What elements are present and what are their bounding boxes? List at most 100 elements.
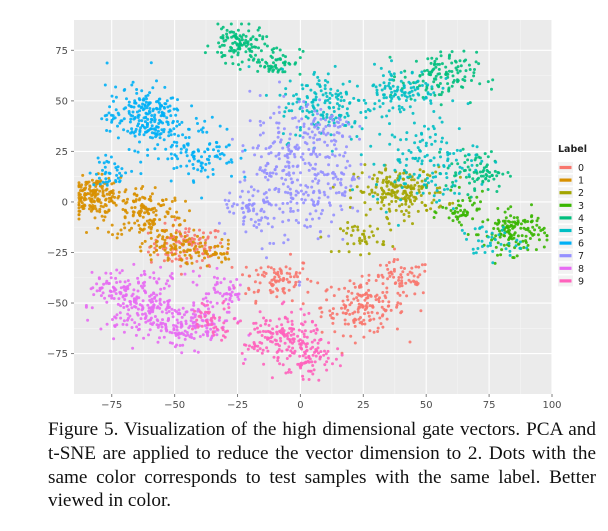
point-label-5 — [328, 106, 332, 110]
point-label-4 — [434, 74, 438, 78]
point-label-1 — [149, 236, 153, 240]
point-label-8 — [168, 274, 172, 278]
point-label-2 — [412, 178, 416, 182]
point-label-4 — [247, 58, 251, 62]
point-label-1 — [110, 182, 114, 186]
point-label-7 — [341, 123, 345, 126]
point-label-9 — [287, 368, 291, 372]
point-label-7 — [260, 216, 264, 220]
point-label-4 — [463, 161, 467, 164]
point-label-7 — [356, 209, 360, 213]
point-label-7 — [306, 193, 310, 197]
point-label-4 — [236, 28, 240, 32]
point-label-6 — [103, 83, 107, 87]
point-label-7 — [313, 167, 317, 171]
point-label-4 — [473, 180, 477, 183]
point-label-4 — [265, 44, 269, 48]
point-label-1 — [94, 181, 98, 185]
point-label-8 — [143, 273, 147, 276]
point-label-6 — [114, 179, 118, 182]
point-label-7 — [291, 164, 295, 168]
point-label-1 — [138, 209, 142, 213]
point-label-6 — [102, 161, 106, 165]
point-label-6 — [225, 127, 229, 131]
point-label-0 — [209, 231, 213, 235]
point-label-5 — [494, 160, 498, 164]
point-label-8 — [128, 282, 132, 286]
point-label-9 — [311, 372, 315, 376]
point-label-3 — [498, 235, 502, 239]
point-label-7 — [252, 202, 256, 206]
point-label-5 — [441, 192, 445, 196]
point-label-7 — [321, 130, 325, 133]
point-label-5 — [441, 86, 445, 90]
point-label-0 — [367, 278, 371, 282]
point-label-5 — [451, 99, 455, 103]
point-label-8 — [130, 306, 134, 310]
point-label-4 — [439, 75, 443, 79]
point-label-6 — [230, 174, 233, 178]
point-label-3 — [472, 201, 476, 205]
point-label-0 — [289, 252, 292, 256]
point-label-8 — [150, 305, 154, 309]
point-label-4 — [477, 62, 481, 66]
point-label-6 — [184, 136, 188, 140]
point-label-4 — [279, 58, 282, 61]
point-label-5 — [475, 145, 479, 149]
point-label-4 — [259, 49, 263, 53]
point-label-9 — [275, 330, 279, 334]
point-label-1 — [171, 223, 175, 227]
point-label-7 — [312, 148, 316, 152]
point-label-4 — [298, 56, 302, 60]
point-label-1 — [164, 198, 168, 201]
point-label-4 — [216, 22, 220, 26]
point-label-5 — [423, 183, 427, 187]
point-label-6 — [146, 153, 150, 157]
point-label-8 — [177, 308, 181, 312]
point-label-5 — [391, 84, 395, 88]
point-label-5 — [374, 85, 378, 89]
point-label-8 — [104, 271, 108, 275]
point-label-0 — [208, 265, 212, 268]
point-label-8 — [126, 279, 130, 283]
point-label-1 — [138, 230, 141, 234]
point-label-9 — [306, 359, 310, 363]
point-label-4 — [233, 34, 236, 38]
point-label-6 — [173, 132, 177, 136]
point-label-4 — [468, 168, 472, 172]
point-label-1 — [149, 258, 153, 262]
point-label-8 — [235, 278, 239, 281]
point-label-7 — [343, 190, 347, 194]
point-label-4 — [252, 45, 256, 49]
point-label-1 — [116, 196, 120, 200]
point-label-2 — [384, 168, 387, 172]
point-label-8 — [212, 275, 216, 279]
point-label-5 — [313, 98, 316, 102]
point-label-9 — [314, 354, 318, 358]
point-label-9 — [221, 301, 225, 305]
point-label-6 — [155, 125, 159, 129]
point-label-5 — [440, 136, 444, 140]
point-label-6 — [142, 98, 146, 102]
point-label-4 — [281, 70, 285, 74]
point-label-4 — [242, 41, 246, 45]
point-label-3 — [509, 214, 513, 218]
point-label-1 — [215, 252, 218, 255]
point-label-8 — [100, 286, 104, 290]
point-label-9 — [303, 329, 307, 333]
point-label-4 — [489, 150, 493, 154]
point-label-6 — [208, 154, 211, 158]
point-label-4 — [238, 34, 242, 38]
point-label-7 — [241, 149, 245, 153]
point-label-0 — [400, 281, 404, 285]
point-label-5 — [405, 95, 409, 99]
point-label-5 — [313, 70, 316, 74]
point-label-5 — [332, 110, 336, 113]
point-label-8 — [182, 313, 186, 317]
point-label-7 — [310, 130, 314, 134]
point-label-8 — [170, 307, 174, 311]
point-label-8 — [142, 269, 146, 273]
point-label-2 — [356, 228, 360, 232]
point-label-0 — [331, 321, 335, 325]
point-label-5 — [364, 110, 368, 113]
